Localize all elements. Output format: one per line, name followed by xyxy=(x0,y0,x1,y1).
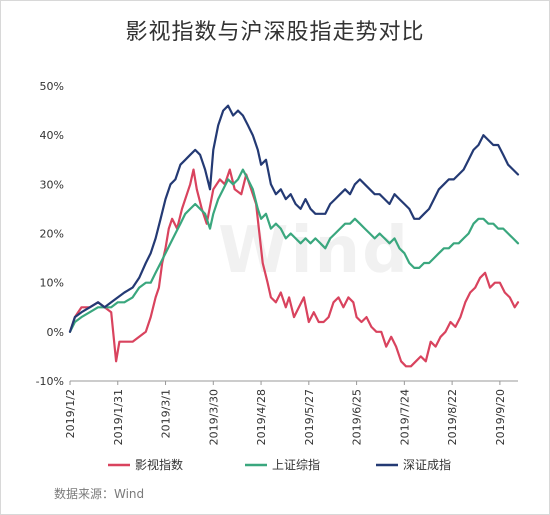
series-line-2 xyxy=(68,104,520,333)
y-tick-label: -10% xyxy=(36,375,64,388)
source-note: 数据来源：Wind xyxy=(54,487,145,501)
watermark-logo: Wind xyxy=(218,214,410,288)
x-tick-label: 2019/1/2 xyxy=(64,389,77,438)
legend-label-1: 上证综指 xyxy=(272,457,320,472)
x-tick-label: 2019/1/31 xyxy=(112,389,125,445)
legend: 影视指数 上证综指 深证成指 xyxy=(108,457,451,472)
y-tick-label: 50% xyxy=(40,80,64,93)
x-tick-label: 2019/7/24 xyxy=(398,389,411,445)
y-tick-label: 20% xyxy=(40,228,64,241)
x-tick-label: 2019/8/22 xyxy=(446,389,459,445)
chart-title: 影视指数与沪深股指走势对比 xyxy=(125,20,425,45)
x-tick-label: 2019/6/25 xyxy=(351,389,364,445)
series-layer xyxy=(68,104,520,368)
x-tick-label: 2019/9/20 xyxy=(494,389,507,445)
legend-label-2: 深证成指 xyxy=(403,457,451,472)
x-tick-label: 2019/5/27 xyxy=(303,389,316,445)
series-line-0 xyxy=(68,168,520,368)
x-tick-label: 2019/4/28 xyxy=(255,389,268,445)
x-tick-label: 2019/3/30 xyxy=(207,389,220,445)
y-tick-label: 30% xyxy=(40,178,64,191)
x-tick-label: 2019/3/1 xyxy=(160,389,173,438)
legend-label-0: 影视指数 xyxy=(135,457,183,472)
y-tick-label: 0% xyxy=(47,326,64,339)
y-tick-label: 10% xyxy=(40,277,64,290)
axes: -10% 0% 10% 20% 30% 40% 50% 2019/1/2 2019/1/31 20… xyxy=(36,80,518,445)
series-line-1 xyxy=(68,168,520,333)
y-tick-label: 40% xyxy=(40,129,64,142)
